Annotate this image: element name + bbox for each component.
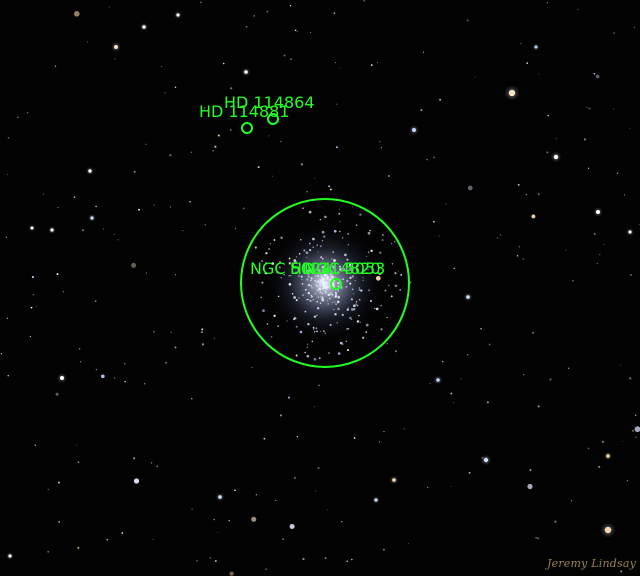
star-marker-hd114864[interactable]	[267, 113, 279, 125]
star-marker-hd114881[interactable]	[241, 122, 253, 134]
label-hd114881: HD 114881	[199, 102, 290, 121]
label-ngc5053: NGC 5053	[304, 259, 386, 278]
annotation-markers	[240, 113, 410, 368]
label-hd114820: HD 114820	[290, 259, 381, 278]
cluster-outline-circle[interactable]	[240, 198, 410, 368]
label-hd114864: HD 114864	[224, 93, 315, 112]
star-marker-hd114820[interactable]	[330, 278, 342, 290]
photographer-credit: Jeremy Lindsay	[547, 557, 636, 570]
globular-cluster	[254, 207, 403, 361]
label-ngc5024: NGC 5024	[250, 259, 332, 278]
